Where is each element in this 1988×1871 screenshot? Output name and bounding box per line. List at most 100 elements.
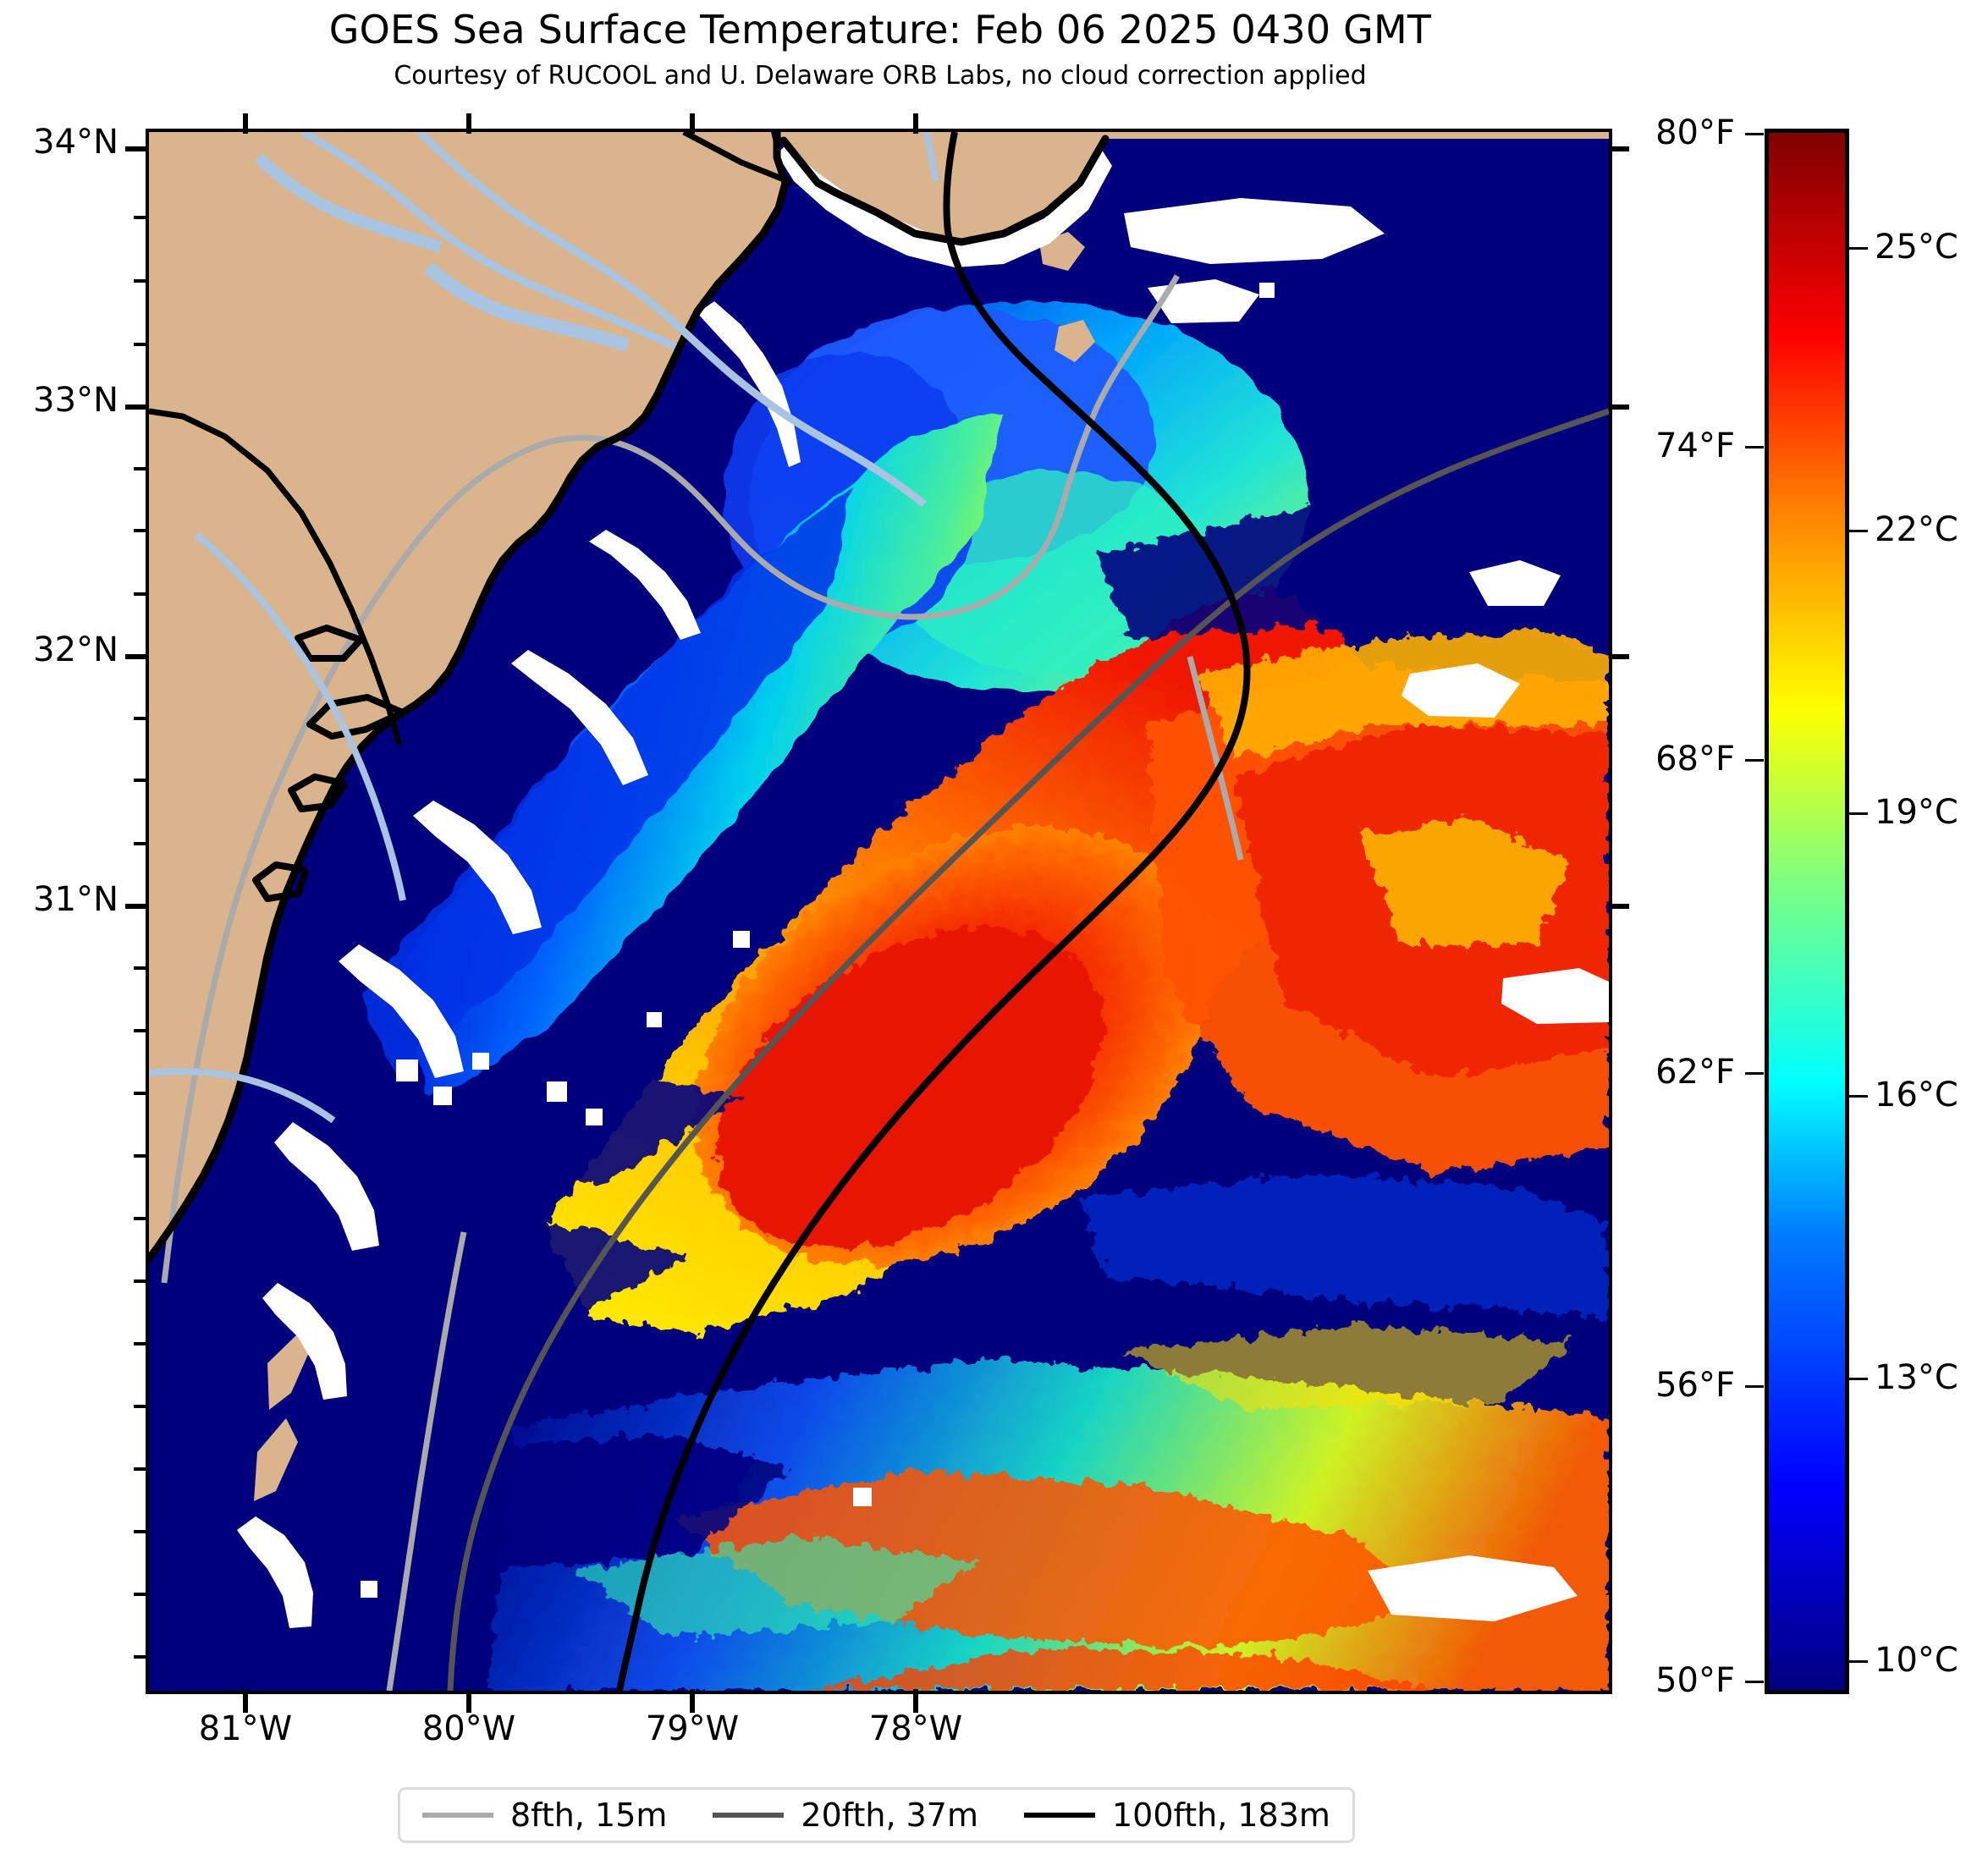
ytick-mark-minor-19	[134, 1530, 147, 1533]
xtick-mark-major-79	[690, 1689, 695, 1713]
xtick-80W: 80°W	[421, 1709, 516, 1748]
isobath-20fth	[447, 408, 1609, 1691]
sst-raster	[149, 132, 1609, 1691]
isobath-100fth	[616, 132, 1251, 1691]
ytick-mark-minor-15	[134, 1279, 147, 1283]
coastline-north	[779, 135, 1110, 246]
ytick-mark-minor-18	[134, 1467, 147, 1471]
page-title: GOES Sea Surface Temperature: Feb 06 202…	[328, 7, 1432, 52]
legend-label-8fth: 8fth, 15m	[510, 1797, 668, 1834]
river-5	[194, 531, 406, 901]
xtick-79W: 79°W	[645, 1709, 740, 1748]
river-1	[416, 132, 927, 508]
ytick-mark-minor-4	[134, 467, 147, 471]
cbar-tick-c-22	[1849, 530, 1868, 532]
river-6	[149, 1068, 336, 1124]
ytick-mark-major-34	[125, 146, 147, 151]
ytick-right-1	[1611, 146, 1629, 151]
isobath-8fth	[161, 274, 1181, 1284]
legend-label-20fth: 20fth, 37m	[801, 1797, 978, 1834]
coastline	[149, 132, 790, 1263]
ytick-mark-minor-20	[134, 1593, 147, 1596]
cbar-tick-c-16	[1849, 1095, 1868, 1098]
cbar-tick-c-25	[1849, 247, 1868, 250]
cbar-tick-f-56	[1745, 1385, 1764, 1388]
legend-label-100fth: 100fth, 183m	[1111, 1797, 1330, 1834]
cbar-tick-f-62	[1745, 1072, 1764, 1075]
ytick-33N: 33°N	[33, 381, 118, 420]
cbar-label-56F: 56°F	[1655, 1366, 1735, 1405]
river-3	[255, 153, 443, 253]
xtick-mark-major-81	[243, 1689, 248, 1713]
cbar-tick-f-74	[1745, 446, 1764, 448]
cbar-tick-f-80	[1745, 133, 1764, 135]
cbar-tick-f-50	[1745, 1681, 1764, 1683]
xtick-81W: 81°W	[198, 1709, 293, 1748]
cbar-label-74F: 74°F	[1655, 426, 1735, 465]
river-2	[300, 132, 678, 351]
ytick-mark-minor-3	[134, 343, 147, 346]
river-7	[922, 132, 939, 182]
ytick-right-4	[1611, 904, 1629, 909]
ytick-mark-minor-8	[134, 779, 147, 782]
temperature-colorbar[interactable]	[1765, 129, 1849, 1694]
ytick-mark-major-31	[125, 904, 147, 909]
page-subtitle: Courtesy of RUCOOL and U. Delaware ORB L…	[394, 61, 1367, 91]
cbar-label-13C: 13°C	[1875, 1358, 1958, 1397]
legend-item-100fth[interactable]: 100fth, 183m	[1023, 1797, 1330, 1834]
isobath-8fth-b	[1187, 656, 1244, 861]
xtick-78W: 78°W	[868, 1709, 963, 1748]
ytick-mark-minor-7	[134, 717, 147, 720]
cbar-label-68F: 68°F	[1655, 740, 1735, 779]
xtick-mark-major-80	[466, 1689, 471, 1713]
xtick-mark-top-81	[243, 113, 248, 134]
cbar-label-19C: 19°C	[1875, 793, 1958, 832]
ytick-mark-major-32	[125, 654, 147, 659]
no-data-mask	[237, 146, 1609, 1628]
cbar-tick-c-10	[1849, 1660, 1868, 1663]
ytick-right-3	[1611, 654, 1629, 659]
cbar-label-16C: 16°C	[1875, 1076, 1958, 1114]
state-border-ne	[682, 132, 794, 186]
cbar-label-50F: 50°F	[1655, 1661, 1735, 1700]
cbar-label-25C: 25°C	[1875, 228, 1958, 267]
legend-item-8fth[interactable]: 8fth, 15m	[422, 1797, 667, 1834]
cbar-label-62F: 62°F	[1655, 1053, 1735, 1092]
legend-item-20fth[interactable]: 20fth, 37m	[713, 1797, 978, 1834]
ytick-32N: 32°N	[33, 630, 118, 669]
xtick-mark-major-78	[913, 1689, 918, 1713]
isobath-8fth-c	[386, 1231, 467, 1691]
cbar-tick-c-19	[1849, 812, 1868, 815]
ytick-mark-minor-21	[134, 1655, 147, 1659]
legend-line-8fth-icon	[422, 1813, 493, 1818]
ytick-mark-major-33	[125, 404, 147, 410]
legend-line-20fth-icon	[713, 1813, 785, 1818]
ytick-mark-minor-2	[134, 279, 147, 283]
river-4	[423, 261, 631, 352]
xtick-mark-top-80	[466, 113, 471, 134]
land-mass	[149, 132, 1609, 1259]
cbar-label-10C: 10°C	[1875, 1641, 1958, 1680]
ytick-mark-minor-16	[134, 1342, 147, 1345]
legend-line-100fth-icon	[1023, 1813, 1095, 1818]
ytick-mark-minor-6	[134, 592, 147, 596]
xtick-mark-top-78	[913, 113, 918, 134]
barrier-islands	[254, 232, 1095, 1501]
ytick-mark-minor-11	[134, 1029, 147, 1032]
ytick-right-2	[1611, 404, 1629, 410]
ytick-mark-minor-13	[134, 1154, 147, 1158]
state-border	[149, 408, 403, 746]
cbar-label-80F: 80°F	[1655, 113, 1735, 152]
sst-map-plot[interactable]	[146, 129, 1612, 1694]
ytick-31N: 31°N	[33, 880, 118, 919]
ytick-mark-minor-17	[134, 1405, 147, 1408]
cbar-tick-f-68	[1745, 759, 1764, 762]
coastline-estuaries	[252, 625, 405, 902]
ytick-mark-minor-12	[134, 1092, 147, 1095]
ytick-mark-minor-14	[134, 1217, 147, 1220]
ytick-mark-minor-10	[134, 966, 147, 970]
bathymetry-legend: 8fth, 15m 20fth, 37m 100fth, 183m	[398, 1787, 1355, 1843]
ytick-34N: 34°N	[33, 123, 118, 162]
ytick-mark-minor-1	[134, 216, 147, 219]
xtick-mark-top-79	[690, 113, 695, 134]
